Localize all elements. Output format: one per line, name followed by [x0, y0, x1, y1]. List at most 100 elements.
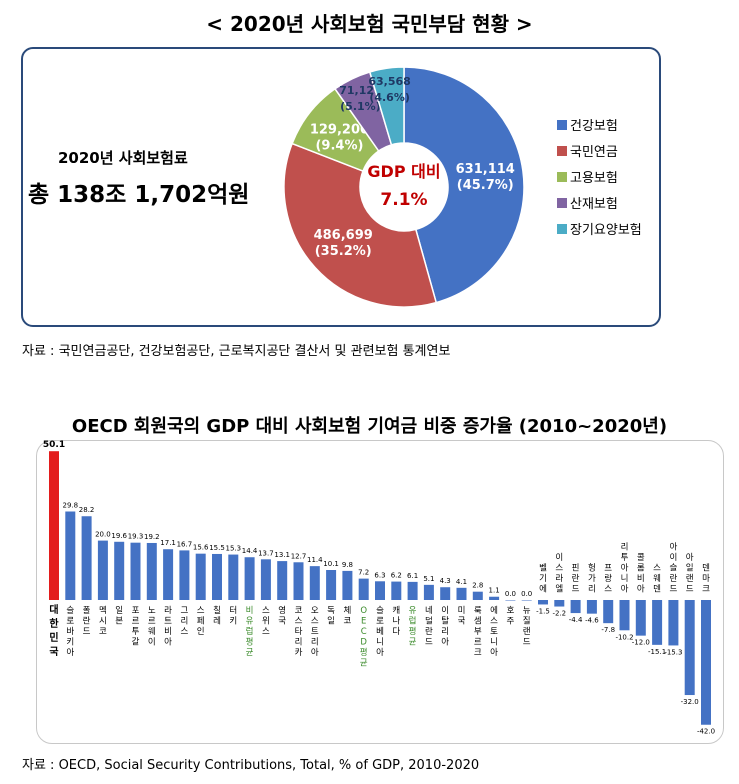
bar: [65, 511, 76, 600]
bar-value-label: -4.4: [569, 616, 583, 624]
bar-value-label: -32.0: [681, 698, 699, 706]
slice-pct-label: (35.2%): [315, 244, 372, 259]
slice-pct-label: (5.1%): [340, 100, 381, 113]
bar-value-label: 50.1: [43, 440, 65, 450]
bar-chart: 50.1 대 한 민 국 29.8 슬 로 바 키 아 28.2 폴 란 드 20.0 멕 시 코 19.6 일 본 19.…: [43, 440, 715, 736]
bar: [635, 600, 646, 636]
legend-swatch: [557, 172, 567, 182]
bar-value-label: 28.2: [79, 506, 95, 514]
bar: [554, 600, 565, 607]
donut-slice: [403, 66, 525, 304]
bar-value-label: -7.8: [601, 626, 615, 634]
bar: [342, 570, 353, 600]
bar: [195, 553, 206, 600]
bar-value-label: 10.1: [323, 560, 339, 568]
bar-value-label: 0.0: [521, 590, 532, 598]
bar: [505, 600, 516, 601]
bar-value-label: -10.2: [615, 633, 633, 641]
bar: [228, 554, 239, 600]
source-note-top: 자료 : 국민연금공단, 건강보험공단, 근로복지공단 결산서 및 관련보험 통…: [22, 344, 451, 359]
legend-label: 산재보험: [570, 197, 618, 212]
bar: [309, 566, 320, 600]
bar: [570, 600, 581, 614]
bar-value-label: 19.2: [144, 533, 160, 541]
bar: [586, 600, 597, 614]
bar: [277, 561, 288, 600]
legend-label: 국민연금: [570, 145, 618, 160]
bar: [179, 550, 190, 600]
bar: [81, 516, 92, 600]
bar: [407, 581, 418, 600]
source-note-bottom: 자료 : OECD, Social Security Contributions…: [22, 758, 480, 773]
bar: [130, 542, 141, 600]
bar-value-label: -4.6: [585, 617, 599, 625]
bar: [423, 584, 434, 600]
bar-value-label: -42.0: [697, 728, 715, 736]
slice-value-label: 486,699: [314, 228, 373, 243]
insurance-total: 총 138조 1,702억원: [28, 182, 250, 208]
bar-value-label: 20.0: [95, 531, 111, 539]
bar: [146, 542, 157, 600]
donut-slice: [368, 66, 405, 146]
bar-value-label: -2.2: [552, 610, 566, 618]
bar-value-label: -15.1: [648, 648, 666, 656]
bar: [538, 600, 548, 605]
donut-center-label: GDP 대비: [367, 162, 440, 181]
bar: [619, 600, 630, 631]
bar: [701, 600, 711, 725]
bar-value-label: -1.5: [536, 607, 550, 615]
bar: [603, 600, 614, 624]
bar-value-label: 7.2: [358, 569, 369, 577]
bar: [521, 600, 532, 601]
bar-value-label: 17.1: [160, 539, 176, 547]
legend-swatch: [557, 146, 567, 156]
legend-label: 장기요양보험: [570, 223, 642, 238]
donut-slice: [283, 142, 438, 308]
legend-swatch: [557, 224, 567, 234]
bar-value-label: 16.7: [177, 540, 193, 548]
bar-value-label: 13.1: [274, 551, 290, 559]
bar: [49, 451, 59, 600]
bar-value-label: 13.7: [258, 549, 274, 557]
legend-label: 건강보험: [570, 119, 618, 134]
bar-value-label: -15.3: [664, 648, 682, 656]
bar: [668, 600, 679, 646]
bar-value-label: 4.1: [456, 578, 467, 586]
bar-value-label: 15.6: [193, 544, 209, 552]
donut-center-value: 7.1%: [380, 190, 427, 210]
slice-pct-label: (9.4%): [315, 138, 363, 153]
bar: [114, 541, 125, 600]
bar-value-label: 14.4: [242, 547, 258, 555]
bar: [684, 600, 695, 696]
bar: [652, 600, 663, 645]
